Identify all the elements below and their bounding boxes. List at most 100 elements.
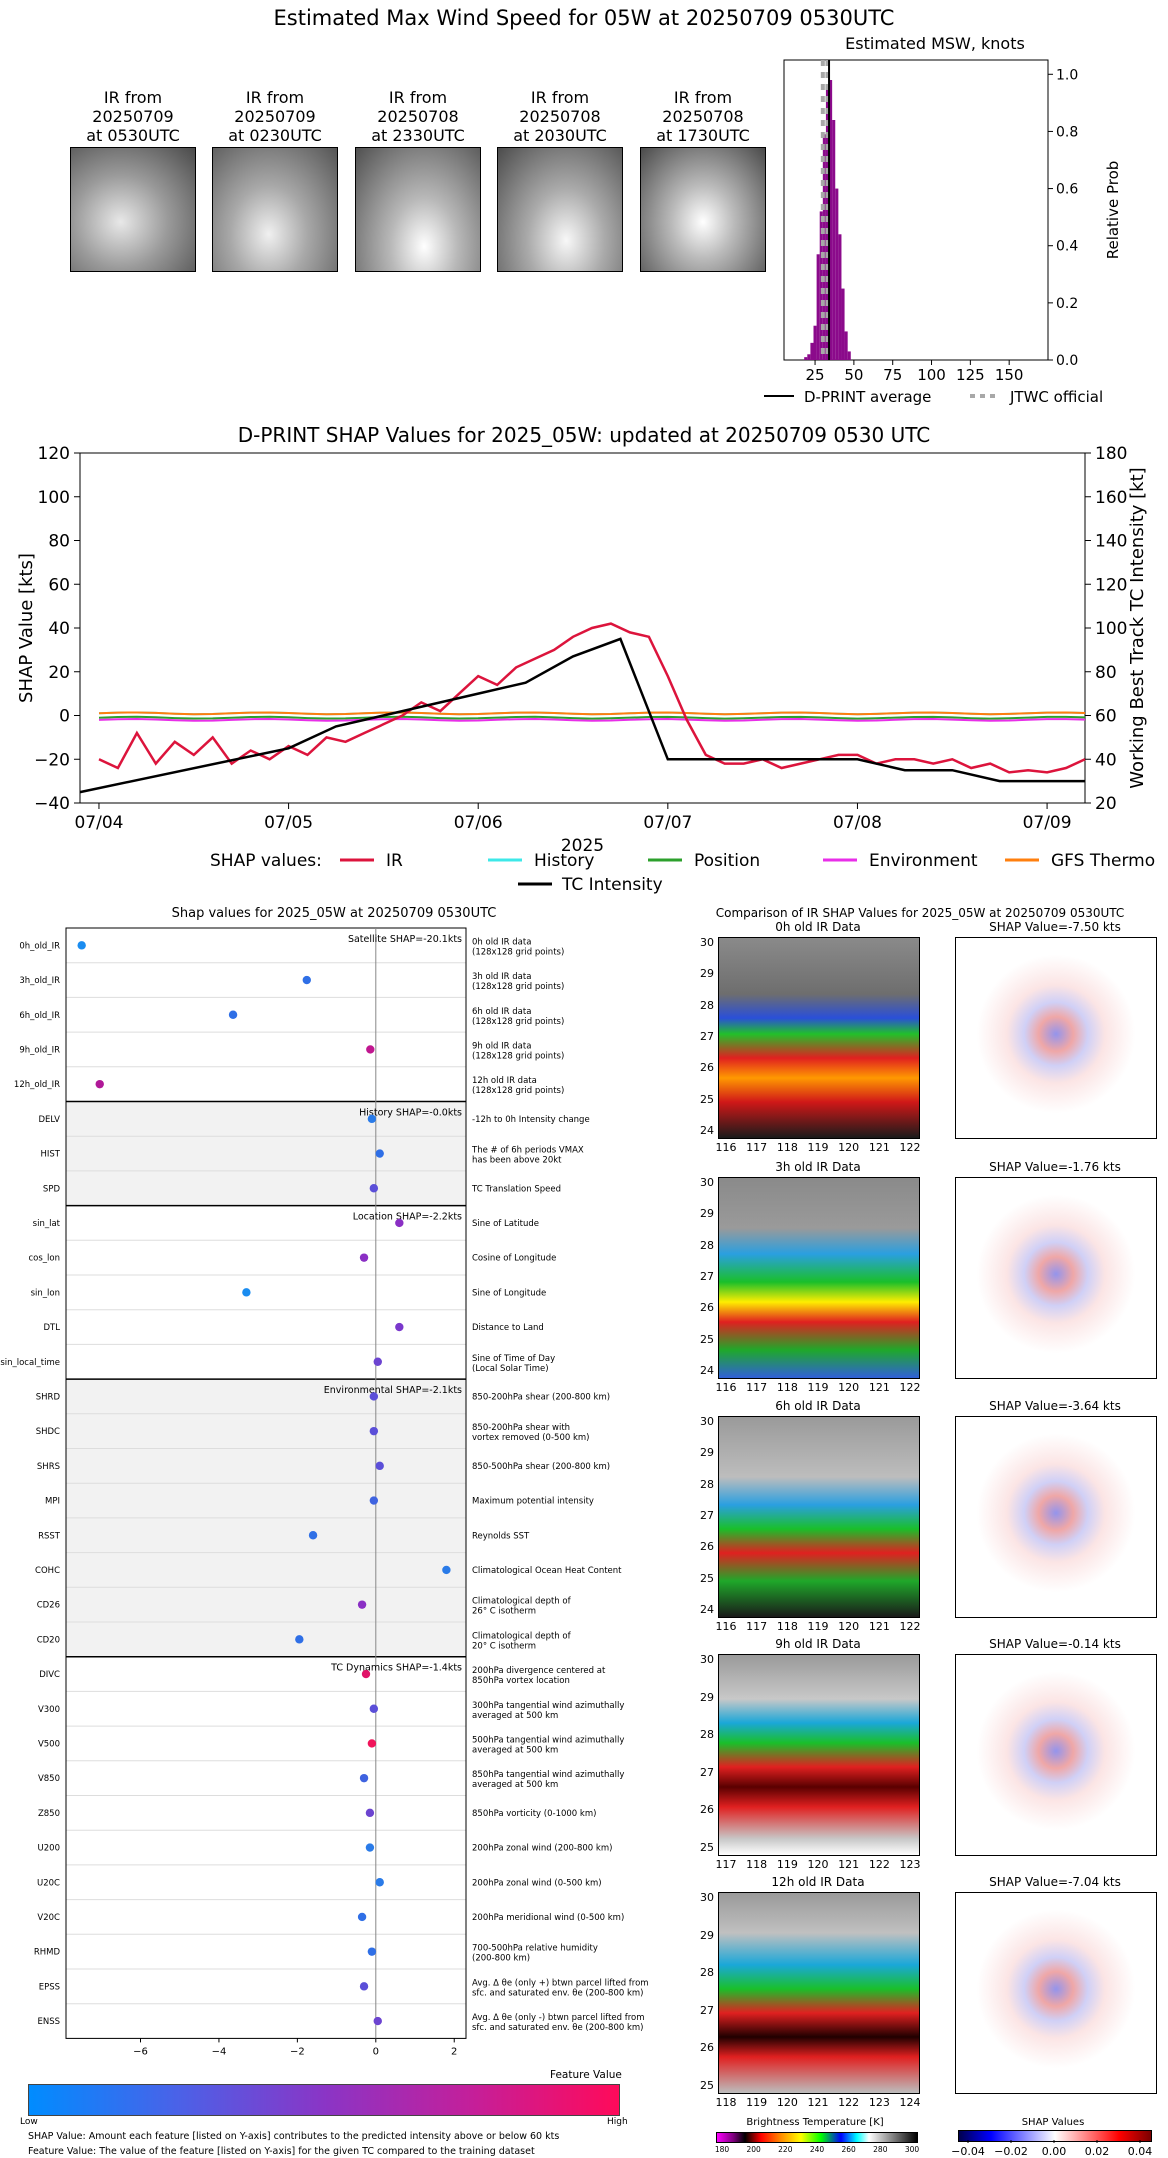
feature-shap-point [395, 1218, 404, 1228]
feature-shap-point [77, 941, 86, 950]
ir-panel-title: 6h old IR Data [775, 1399, 861, 1413]
msw-bar [810, 342, 814, 360]
footnote-shap: SHAP Value: Amount each feature [listed … [28, 2131, 560, 2142]
ir-ytick-label: 27 [700, 1765, 714, 1779]
ir-xtick-label: 119 [746, 2096, 768, 2109]
ir-tile-caption-line: 20250709 [234, 107, 316, 126]
msw-ytick-label: 0.0 [1056, 353, 1078, 369]
feature-name-label: RSST [38, 1531, 61, 1541]
ir-xtick-label: 116 [715, 1141, 737, 1154]
feature-name-label: SHRS [37, 1462, 60, 1472]
feature-name-label: sin_lon [31, 1288, 60, 1298]
msw-plot-frame [783, 59, 1049, 361]
ir-tile-caption-line: at 2330UTC [371, 126, 465, 145]
ir-ytick-label: 26 [700, 1540, 714, 1554]
ir-ytick-label: 30 [700, 1415, 714, 1428]
ts-plot-frame [79, 452, 1086, 804]
ir-xtick-label: 118 [776, 1620, 798, 1633]
ts-xlabel: 2025 [561, 836, 604, 856]
feature-description: 200hPa zonal wind (200-800 km) [472, 1844, 612, 1854]
feature-group-title: Environmental SHAP=-2.1kts [324, 1385, 462, 1396]
ir-xtick-label: 118 [776, 1141, 798, 1154]
msw-bar [829, 80, 833, 360]
feature-shap-point [367, 1947, 377, 1956]
feature-description-line2: averaged at 500 km [472, 1780, 558, 1790]
ts-legend-label: Environment [869, 851, 978, 871]
feature-description-line2: sfc. and saturated env. θe (200-800 km) [472, 2023, 644, 2033]
ir-tile-caption: IR from 20250708 at 2330UTC [353, 88, 483, 145]
ir-tile-caption-line: at 1730UTC [656, 126, 750, 145]
shap-panel-title: SHAP Value=-0.14 kts [989, 1637, 1121, 1651]
feature-name-label: RHMD [34, 1948, 61, 1958]
ts-right-tick-label: 120 [1095, 575, 1127, 595]
ir-ytick-label: 27 [700, 2003, 714, 2017]
ts-legend-label: TC Intensity [561, 875, 663, 895]
ir-ytick-label: 25 [700, 1841, 714, 1854]
feature-group-title: History SHAP=-0.0kts [359, 1108, 462, 1119]
feature-name-label: DTL [44, 1323, 61, 1333]
msw-bar [841, 288, 845, 360]
msw-bar [804, 357, 808, 360]
ts-legend-label: GFS Thermo [1051, 851, 1155, 871]
feature-description: 300hPa tangential wind azimuthally [472, 1701, 624, 1711]
feature-description: 9h old IR data [472, 1041, 531, 1051]
feature-shap-point [369, 1426, 379, 1436]
feature-group-background [66, 1101, 466, 1206]
ir-xtick-label: 120 [838, 1620, 860, 1633]
ir-xtick-label: 121 [868, 1381, 890, 1394]
shap-cb-tick-label: 0.02 [1085, 2145, 1110, 2158]
feature-name-label: DELV [38, 1115, 60, 1125]
ts-x-tick-label: 07/05 [264, 813, 313, 833]
feature-shap-point [359, 1773, 369, 1783]
ir-xtick-label: 122 [868, 1858, 890, 1871]
feature-group-title: Satellite SHAP=-20.1kts [348, 934, 462, 945]
ir-tile-caption-line: IR from [388, 88, 448, 107]
feature-shap-point [373, 1357, 382, 1366]
ts-legend-label: IR [386, 851, 403, 871]
ir-xtick-label: 122 [838, 2096, 860, 2109]
legend-avg-label: D-PRINT average [804, 388, 931, 406]
ir-tile-caption: IR from 20250709 at 0230UTC [210, 88, 340, 145]
legend-jtwc-label: JTWC official [1009, 388, 1103, 406]
shap-value-image [955, 1654, 1157, 1856]
ts-left-tick-label: 60 [48, 575, 70, 595]
ir-tile-caption-line: 20250708 [662, 107, 744, 126]
ir-ytick-label: 25 [700, 2079, 714, 2092]
feature-description: 700-500hPa relative humidity [472, 1944, 598, 1954]
feature-description-line2: (128x128 grid points) [472, 1017, 564, 1027]
feature-shap-point [359, 1982, 369, 1991]
ir-ytick-label: 27 [700, 1509, 714, 1522]
ir-tile-caption-line: at 0530UTC [86, 126, 180, 145]
msw-bar [838, 234, 842, 360]
ir-ytick-label: 29 [700, 1207, 714, 1221]
ir-panel-title: 3h old IR Data [775, 1160, 861, 1174]
feature-description-line2: (Local Solar Time) [472, 1364, 549, 1374]
ir-ytick-label: 28 [700, 1238, 714, 1252]
feature-xtick-label: 2 [451, 2046, 457, 2057]
feature-name-label: SPD [43, 1184, 61, 1194]
feature-description: The # of 6h periods VMAX [471, 1146, 584, 1156]
feature-colorbar-high: High [607, 2117, 628, 2127]
ts-right-tick-label: 80 [1095, 663, 1117, 683]
msw-ytick-label: 0.4 [1056, 239, 1078, 255]
msw-ytick-label: 0.8 [1056, 124, 1078, 140]
ir-panel-title: 0h old IR Data [775, 920, 861, 934]
ts-left-tick-label: 100 [38, 488, 70, 508]
ir-satellite-image [640, 147, 766, 272]
ts-right-tick-label: 60 [1095, 707, 1117, 727]
ir-ytick-label: 24 [700, 1364, 714, 1377]
feature-colorbar-low: Low [20, 2117, 38, 2127]
ir-ytick-label: 24 [700, 1603, 714, 1616]
msw-xtick-label: 100 [917, 366, 946, 384]
feature-name-label: 0h_old_IR [19, 941, 60, 951]
msw-xtick-label: 75 [883, 366, 902, 384]
msw-bar [807, 354, 811, 360]
feature-shap-point [369, 1184, 379, 1193]
ts-left-tick-label: −20 [34, 750, 70, 770]
ir-ytick-label: 29 [700, 967, 714, 981]
feature-name-label: U200 [38, 1844, 60, 1854]
feature-description-line2: (200-800 km) [472, 1954, 530, 1964]
ir-tile-caption: IR from 20250708 at 1730UTC [638, 88, 768, 145]
feature-description: Maximum potential intensity [472, 1497, 594, 1507]
feature-description: 200hPa meridional wind (0-500 km) [472, 1913, 624, 1923]
